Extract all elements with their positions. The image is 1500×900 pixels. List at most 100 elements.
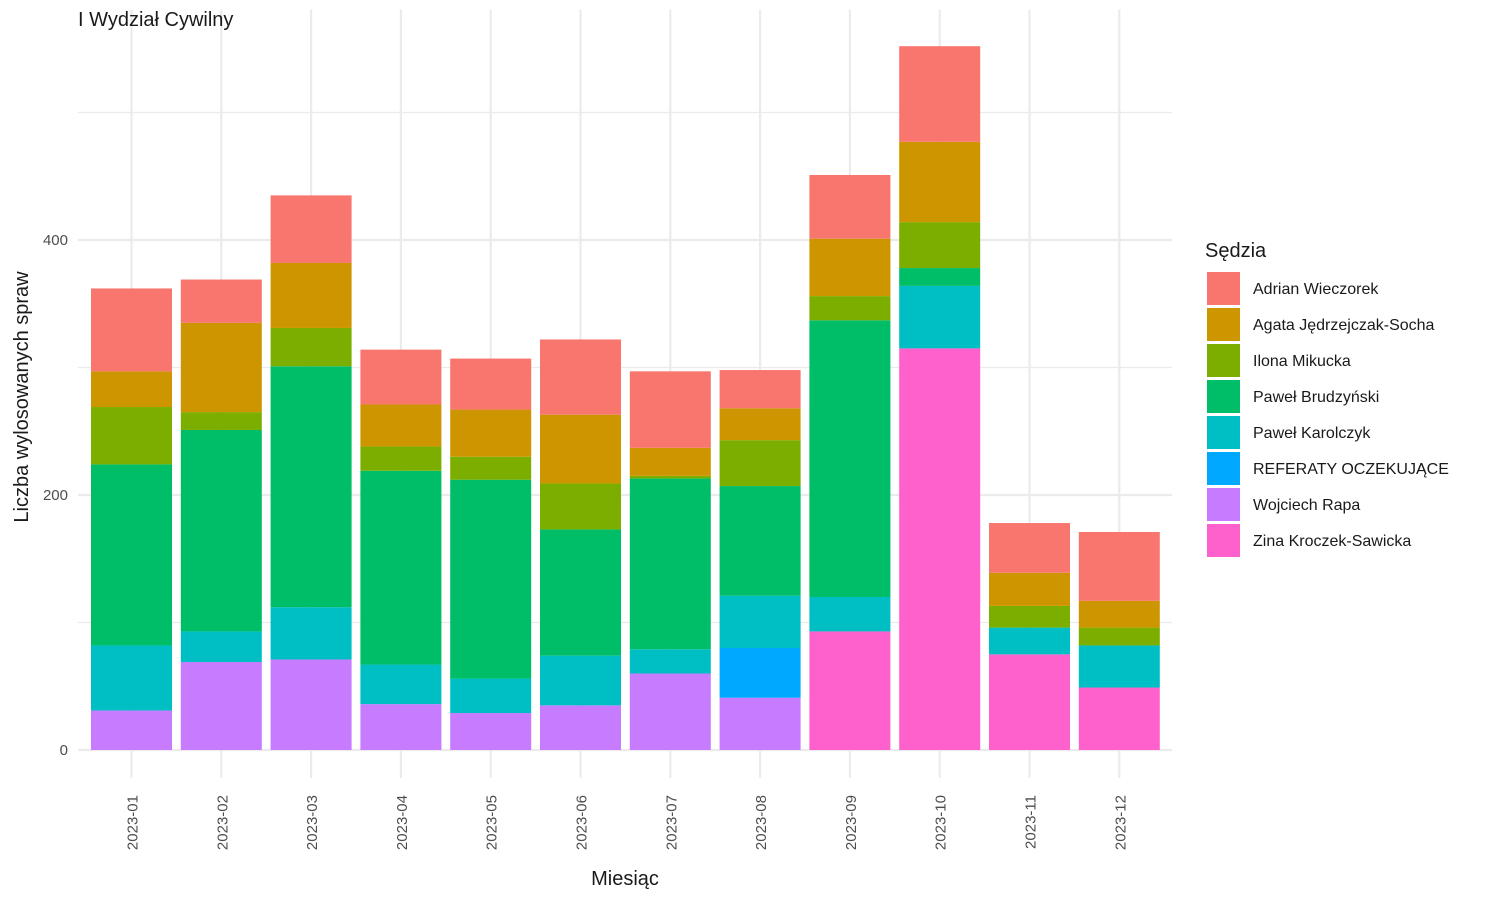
bar-segment	[91, 288, 172, 372]
x-tick-label: 2023-01	[125, 795, 142, 850]
bar-segment	[360, 446, 442, 471]
legend-label: Agata Jędrzejczak-Socha	[1253, 317, 1435, 334]
chart-title: I Wydział Cywilny	[78, 9, 233, 31]
bar-segment	[899, 46, 981, 142]
y-tick-label: 200	[43, 487, 68, 504]
bars-layer	[91, 46, 1160, 750]
bar-segment	[629, 649, 711, 674]
bar-segment	[1078, 600, 1160, 628]
legend-label: Zina Kroczek-Sawicka	[1253, 533, 1411, 550]
legend-label: REFERATY OCZEKUJĄCE	[1253, 461, 1449, 478]
bar-segment	[629, 673, 711, 750]
bar-segment	[719, 408, 801, 441]
x-tick-label: 2023-07	[663, 795, 680, 850]
bar-segment	[450, 358, 532, 410]
x-tick-label: 2023-12	[1112, 795, 1129, 850]
legend: Sędzia Adrian Wieczorek Agata Jędrzejczak…	[1205, 240, 1449, 557]
legend-key	[1207, 452, 1240, 485]
bar-segment	[719, 486, 801, 596]
x-axis-title: Miesiąc	[591, 868, 659, 890]
bar-segment	[360, 704, 442, 750]
bar-segment	[719, 370, 801, 409]
bar-segment	[270, 195, 352, 263]
legend-key	[1207, 524, 1240, 557]
bar-segment	[1078, 531, 1160, 601]
bar-segment	[1078, 627, 1160, 646]
x-tick-label: 2023-11	[1023, 795, 1040, 849]
x-tick-label: 2023-06	[574, 795, 591, 850]
bar-segment	[270, 659, 352, 750]
bar-segment	[899, 141, 981, 223]
legend-label: Wojciech Rapa	[1253, 497, 1360, 514]
bar-segment	[270, 366, 352, 608]
bar-segment	[270, 262, 352, 328]
bar-segment	[809, 631, 891, 750]
bar-segment	[719, 440, 801, 487]
bar-segment	[719, 697, 801, 750]
x-tick-label: 2023-02	[214, 795, 231, 850]
bar-segment	[270, 607, 352, 660]
bar-segment	[540, 414, 621, 484]
bar-segment	[719, 595, 801, 648]
bar-segment	[540, 529, 621, 656]
bar-segment	[540, 705, 621, 750]
bar-segment	[180, 631, 262, 663]
bar-segment	[809, 174, 891, 239]
bar-segment	[540, 339, 621, 415]
bar-segment	[629, 475, 711, 479]
legend-title: Sędzia	[1205, 240, 1267, 262]
bar-segment	[180, 412, 262, 430]
bar-segment	[180, 322, 262, 413]
bar-segment	[180, 662, 262, 750]
legend-key	[1207, 344, 1240, 377]
bar-segment	[989, 654, 1070, 750]
bar-segment	[450, 678, 532, 714]
bar-segment	[719, 648, 801, 698]
x-tick-label: 2023-04	[394, 795, 411, 850]
bar-segment	[989, 605, 1070, 628]
bar-segment	[450, 479, 532, 679]
bar-segment	[450, 409, 532, 457]
bar-segment	[809, 597, 891, 632]
bar-segment	[270, 327, 352, 367]
legend-label: Paweł Brudzyński	[1253, 389, 1379, 406]
bar-segment	[360, 470, 442, 665]
bar-segment	[540, 655, 621, 706]
legend-label: Paweł Karolczyk	[1253, 425, 1371, 442]
bar-segment	[629, 447, 711, 476]
bar-segment	[629, 478, 711, 650]
y-tick-label: 400	[43, 232, 68, 249]
bar-segment	[450, 713, 532, 750]
bar-segment	[180, 429, 262, 632]
bar-segment	[899, 285, 981, 349]
bar-segment	[809, 296, 891, 321]
legend-key	[1207, 272, 1240, 305]
bar-segment	[899, 268, 981, 286]
bar-segment	[989, 572, 1070, 606]
legend-label: Ilona Mikucka	[1253, 353, 1351, 370]
bar-segment	[809, 238, 891, 297]
bar-segment	[360, 349, 442, 405]
bar-segment	[899, 348, 981, 750]
bar-segment	[360, 664, 442, 705]
bar-segment	[989, 523, 1070, 573]
bar-segment	[360, 404, 442, 447]
bar-segment	[809, 320, 891, 597]
bar-segment	[91, 645, 172, 711]
x-tick-label: 2023-05	[484, 795, 501, 850]
x-tick-label: 2023-08	[753, 795, 770, 850]
bar-segment	[1078, 645, 1160, 688]
legend-key	[1207, 380, 1240, 413]
x-tick-label: 2023-03	[304, 795, 321, 850]
x-tick-label: 2023-09	[843, 795, 860, 850]
bar-segment	[450, 456, 532, 480]
legend-label: Adrian Wieczorek	[1253, 281, 1379, 298]
bar-segment	[899, 222, 981, 269]
bar-segment	[91, 371, 172, 408]
legend-key	[1207, 416, 1240, 449]
bar-segment	[629, 371, 711, 448]
bar-segment	[540, 483, 621, 530]
axis-layer: 0 200 400 2023-01 2023-02 2023-03 2023-04 2023-…	[43, 232, 1129, 850]
